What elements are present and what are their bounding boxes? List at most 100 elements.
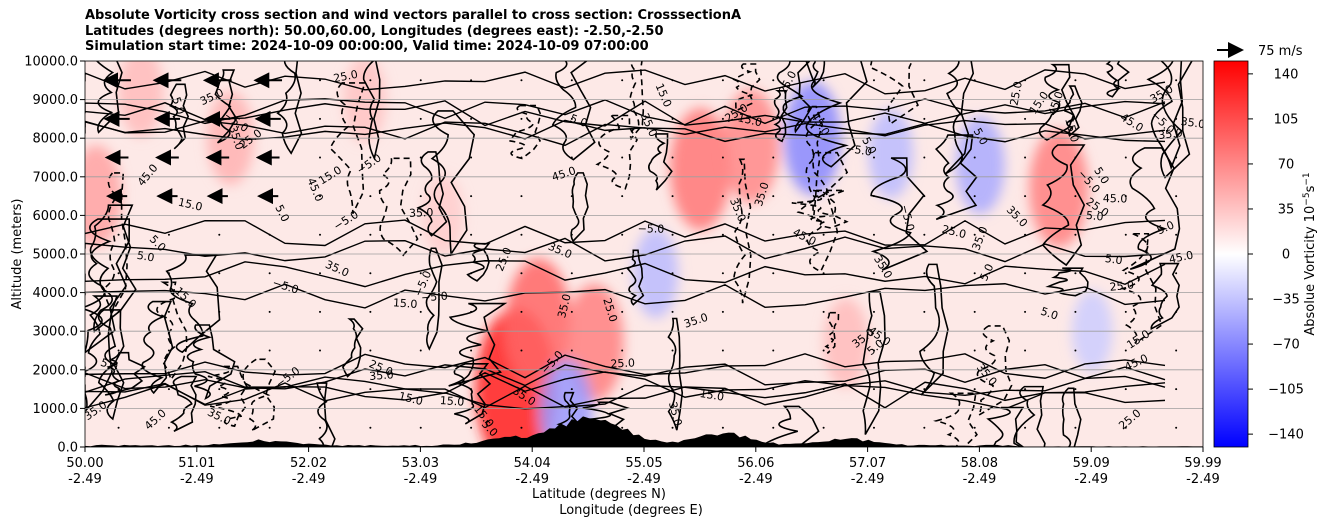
x-tick-label-latitude: 50.00 xyxy=(66,456,103,471)
contour-line xyxy=(85,353,1166,379)
colorbar-tick-label: 35 xyxy=(1278,202,1295,217)
vector-key-label: 75 m/s xyxy=(1258,44,1303,59)
contour-line xyxy=(862,291,886,435)
wind-vector xyxy=(872,117,875,120)
contour-label: −5.0 xyxy=(638,222,665,235)
x-tick-label-longitude: -2.49 xyxy=(851,472,885,487)
wind-vector xyxy=(218,388,221,391)
x-tick-label-latitude: 59.09 xyxy=(1073,456,1110,471)
wind-vector xyxy=(872,426,875,429)
contour-line xyxy=(1045,267,1089,297)
wind-vector xyxy=(772,349,775,352)
wind-vector xyxy=(772,233,775,236)
contour-line xyxy=(425,247,443,351)
colorbar-tick-label: −105 xyxy=(1268,383,1304,398)
wind-vector xyxy=(218,426,221,429)
wind-vector xyxy=(369,349,372,352)
contour-line xyxy=(595,114,638,190)
y-tick-label: 2000.0 xyxy=(33,363,79,378)
x-tick-label-longitude: -2.49 xyxy=(515,472,549,487)
vorticity-field xyxy=(85,61,1113,447)
wind-vector xyxy=(621,117,624,120)
wind-vector xyxy=(319,349,322,352)
wind-vector xyxy=(772,388,775,391)
wind-vector xyxy=(1175,426,1178,429)
contour-line xyxy=(453,363,492,425)
x-tick-label-latitude: 57.07 xyxy=(849,456,886,471)
contour-line xyxy=(430,110,476,257)
wind-vector xyxy=(1175,233,1178,236)
wind-vector xyxy=(369,156,372,159)
contour-line xyxy=(1119,232,1163,345)
wind-vector xyxy=(671,233,674,236)
wind-vector xyxy=(570,195,573,198)
wind-vector xyxy=(117,349,120,352)
wind-vector xyxy=(772,310,775,313)
contour-line xyxy=(824,311,840,354)
wind-vector xyxy=(1024,388,1027,391)
contour-label: 35.0 xyxy=(1158,126,1184,142)
wind-vector xyxy=(973,156,976,159)
wind-vector xyxy=(1024,195,1027,198)
wind-vector xyxy=(621,349,624,352)
wind-vector xyxy=(1074,426,1077,429)
contour-line xyxy=(85,295,118,413)
wind-vector xyxy=(570,349,573,352)
wind-vector xyxy=(872,349,875,352)
x-tick-label-longitude: -2.49 xyxy=(404,472,438,487)
wind-vector xyxy=(470,117,473,120)
wind-vector xyxy=(470,79,473,82)
wind-vector xyxy=(822,233,825,236)
wind-vector xyxy=(923,272,926,275)
wind-vector xyxy=(520,426,523,429)
contour-line xyxy=(102,172,128,314)
wind-vector xyxy=(369,426,372,429)
wind-vector xyxy=(470,426,473,429)
wind-vector xyxy=(520,272,523,275)
contour-line xyxy=(629,61,645,141)
contour-line xyxy=(1061,387,1082,447)
wind-vector xyxy=(268,388,271,391)
contour-label: 15.0 xyxy=(177,196,204,214)
contour-line xyxy=(85,69,1166,95)
contour-label: 5.0 xyxy=(1039,305,1060,323)
wind-vector xyxy=(671,117,674,120)
contour-line xyxy=(919,263,949,396)
wind-vector xyxy=(1175,310,1178,313)
vorticity-blob xyxy=(868,108,914,199)
wind-vector xyxy=(872,195,875,198)
wind-vector xyxy=(822,272,825,275)
colorbar-label: Absolue Vorticity 10−5s−1 xyxy=(1302,172,1318,335)
wind-vector xyxy=(1074,349,1077,352)
contour-line xyxy=(648,133,673,191)
contour-line xyxy=(85,219,1166,247)
wind-vector xyxy=(1175,79,1178,82)
wind-vector xyxy=(872,79,875,82)
contour-label: −5.0 xyxy=(844,142,872,159)
y-tick-label: 1000.0 xyxy=(33,402,79,417)
wind-vector xyxy=(621,272,624,275)
wind-vector xyxy=(923,426,926,429)
wind-vector xyxy=(570,156,573,159)
wind-vector xyxy=(721,117,724,120)
y-tick-label: 3000.0 xyxy=(33,325,79,340)
title-line-3: Simulation start time: 2024-10-09 00:00:… xyxy=(85,39,649,54)
contour-label: 35.0 xyxy=(666,401,685,428)
wind-vector xyxy=(419,233,422,236)
wind-vector xyxy=(671,195,674,198)
wind-vector xyxy=(570,310,573,313)
x-tick-label-latitude: 59.99 xyxy=(1184,456,1221,471)
vorticity-blob xyxy=(670,108,731,230)
contour-label: 5.0 xyxy=(1085,209,1104,224)
wind-vector xyxy=(117,310,120,313)
wind-vector xyxy=(621,195,624,198)
contour-line xyxy=(976,325,1013,418)
contour-line xyxy=(85,283,1166,309)
colorbar-tick-label: 140 xyxy=(1274,67,1299,82)
wind-vector xyxy=(822,195,825,198)
contour-label: 15.0 xyxy=(737,111,764,129)
wind-vector xyxy=(1074,156,1077,159)
wind-vector xyxy=(772,195,775,198)
wind-vector xyxy=(1074,272,1077,275)
wind-vector xyxy=(520,349,523,352)
